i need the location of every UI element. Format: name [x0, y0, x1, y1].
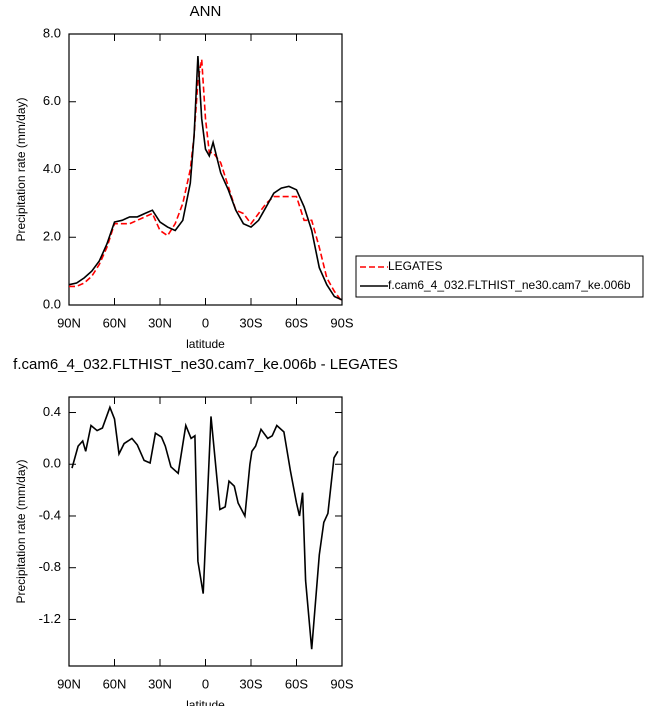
- y-tick-label: 2.0: [43, 229, 61, 244]
- y-tick-label: 6.0: [43, 93, 61, 108]
- x-axis-label: latitude: [186, 698, 225, 706]
- x-tick-label: 0: [202, 315, 209, 330]
- y-tick-label: 8.0: [43, 25, 61, 40]
- y-tick-label: 0.4: [43, 404, 61, 419]
- chart-title: f.cam6_4_032.FLTHIST_ne30.cam7_ke.006b -…: [13, 356, 398, 373]
- plot-frame: [68, 396, 343, 667]
- series-line: [69, 59, 343, 303]
- y-tick-label: -0.8: [39, 559, 61, 574]
- y-axis-label: Precipitation rate (mm/day): [14, 97, 28, 241]
- y-axis-label: Precipitation rate (mm/day): [14, 459, 28, 603]
- series-line: [68, 55, 343, 301]
- x-tick-label: 30S: [239, 676, 262, 691]
- y-tick-label: 4.0: [43, 161, 61, 176]
- x-tick-label: 60S: [285, 676, 308, 691]
- chart-title: ANN: [190, 3, 222, 20]
- x-tick-label: 30S: [239, 315, 262, 330]
- y-tick-label: 0.0: [43, 456, 61, 471]
- x-tick-label: 60N: [103, 315, 127, 330]
- x-tick-label: 90S: [330, 676, 353, 691]
- series-line: [71, 405, 339, 650]
- legend-box: [355, 255, 644, 298]
- y-tick-label: -1.2: [39, 611, 61, 626]
- y-tick-label: 0.0: [43, 296, 61, 311]
- legend-label: f.cam6_4_032.FLTHIST_ne30.cam7_ke.006b: [388, 278, 631, 292]
- x-tick-label: 90N: [57, 676, 81, 691]
- plot-frame: [68, 33, 343, 306]
- x-axis-label: latitude: [186, 337, 225, 351]
- x-tick-label: 30N: [148, 676, 172, 691]
- x-tick-label: 90N: [57, 315, 81, 330]
- x-tick-label: 60S: [285, 315, 308, 330]
- x-tick-label: 0: [202, 676, 209, 691]
- y-tick-label: -0.4: [39, 507, 61, 522]
- x-tick-label: 90S: [330, 315, 353, 330]
- legend-label: LEGATES: [388, 259, 442, 273]
- x-tick-label: 30N: [148, 315, 172, 330]
- x-tick-label: 60N: [103, 676, 127, 691]
